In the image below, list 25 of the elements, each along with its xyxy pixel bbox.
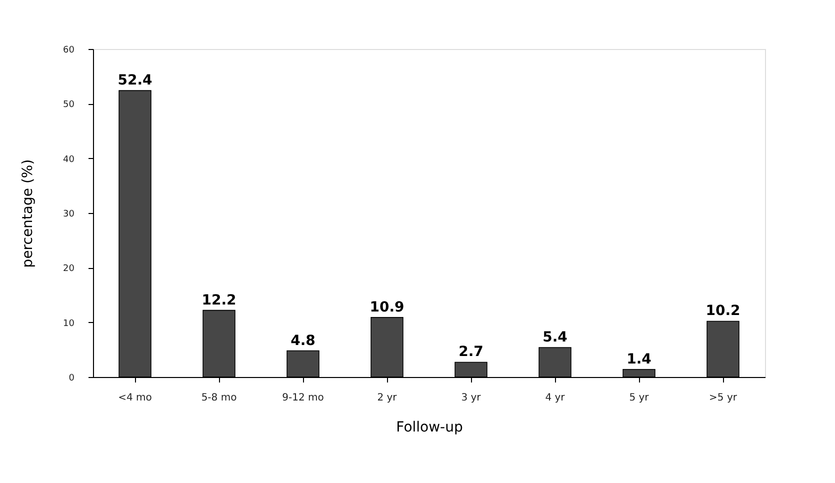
y-tick-label: 60 (63, 46, 75, 56)
data-label: 5.4 (542, 329, 568, 346)
x-tick-label: 2 yr (377, 392, 398, 404)
x-tick-label: 5-8 mo (201, 392, 237, 404)
data-label: 2.7 (458, 344, 484, 360)
x-tick-label: 4 yr (545, 392, 566, 404)
data-label: 52.4 (118, 72, 153, 89)
data-label: 4.8 (290, 332, 316, 349)
data-label: 1.4 (626, 351, 652, 368)
data-label: 12.2 (202, 292, 236, 308)
x-tick-label: <4 mo (118, 392, 152, 404)
data-label: 10.9 (370, 299, 404, 316)
y-tick-label: 10 (63, 318, 75, 329)
x-tick-label: 9-12 mo (282, 392, 324, 404)
x-tick-label: 5 yr (629, 392, 650, 404)
x-tick-label: 3 yr (461, 392, 482, 404)
x-axis-title: Follow-up (396, 420, 463, 436)
y-tick-label: 30 (63, 210, 75, 220)
y-tick-label: 0 (68, 374, 75, 384)
y-tick-label: 20 (63, 264, 75, 274)
y-tick-label: 50 (63, 100, 75, 110)
data-label: 10.2 (706, 303, 740, 320)
x-tick-label: >5 yr (709, 392, 738, 404)
y-tick-label: 40 (63, 154, 75, 165)
y-axis-title: percentage (%) (20, 159, 36, 268)
